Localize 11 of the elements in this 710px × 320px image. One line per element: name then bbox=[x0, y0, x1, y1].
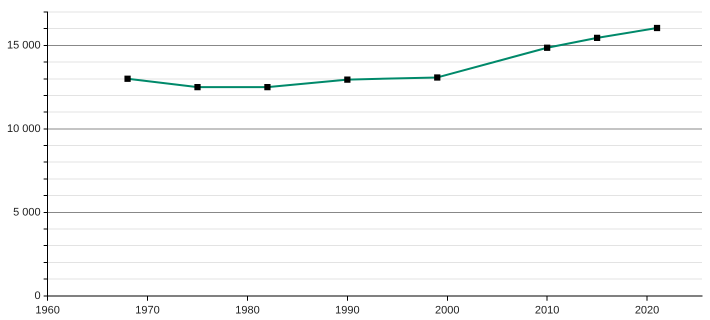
y-tick-label: 5 000 bbox=[13, 206, 41, 218]
x-tick-label: 1990 bbox=[335, 304, 360, 316]
x-tick-label: 1960 bbox=[35, 304, 60, 316]
x-tick-label: 2000 bbox=[435, 304, 460, 316]
y-tick-label: 15 000 bbox=[6, 39, 41, 52]
y-tick-label: 10 000 bbox=[6, 122, 41, 135]
y-tick-label: 0 bbox=[34, 290, 41, 302]
x-tick-label: 2010 bbox=[534, 304, 560, 316]
x-tick-label: 2020 bbox=[634, 304, 660, 316]
x-tick-label: 1970 bbox=[135, 304, 160, 316]
x-tick-label: 1980 bbox=[235, 304, 260, 316]
